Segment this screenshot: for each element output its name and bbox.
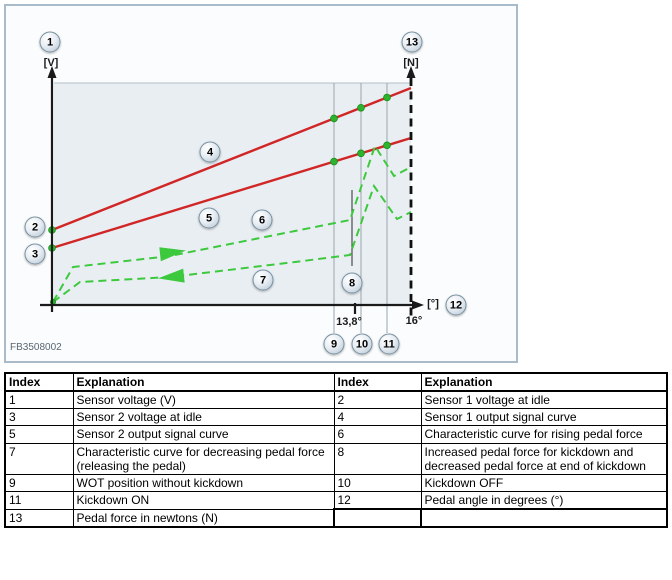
- explanation-cell: Sensor 1 voltage at idle: [420, 390, 668, 410]
- explanation-cell: Increased pedal force for kickdown and d…: [420, 442, 668, 475]
- table-row: 11 Kickdown ON 12 Pedal angle in degrees (°…: [4, 491, 668, 510]
- index-cell: 2: [333, 390, 422, 410]
- marker-dot: [330, 157, 338, 166]
- index-cell: 4: [333, 408, 422, 427]
- index-cell: 7: [4, 442, 74, 475]
- explanation-cell: Kickdown ON: [72, 491, 335, 510]
- badge-3: 3: [24, 243, 46, 265]
- index-cell: 1: [4, 390, 74, 410]
- index-cell: 13: [4, 508, 74, 528]
- legend-table: Index Explanation Index Explanation 1 Sen…: [4, 372, 668, 528]
- marker-dot: [357, 103, 365, 112]
- index-cell: [333, 508, 422, 528]
- index-header: Index: [333, 372, 422, 393]
- legend-header-row: Index Explanation Index Explanation: [4, 372, 668, 393]
- table-row: 7 Characteristic curve for decreasing ped…: [4, 442, 668, 475]
- sensor-output-curve-4: [51, 86, 412, 232]
- explanation-cell: Characteristic curve for rising pedal fo…: [420, 425, 668, 444]
- curves-layer: [48, 83, 412, 333]
- explanation-header: Explanation: [72, 372, 335, 393]
- badge-5: 5: [198, 207, 220, 229]
- table-row: 1 Sensor voltage (V) 2 Sensor 1 voltage at …: [4, 390, 668, 410]
- explanation-cell: [420, 508, 668, 528]
- x-axis-unit-label: [°]: [427, 298, 439, 310]
- index-cell: 12: [333, 491, 422, 510]
- badge-8: 8: [341, 272, 363, 294]
- table-row: 13 Pedal force in newtons (N): [4, 508, 668, 528]
- badge-12: 12: [445, 294, 467, 316]
- badge-1: 1: [39, 31, 61, 53]
- index-cell: 3: [4, 408, 74, 427]
- badge-4: 4: [199, 141, 221, 163]
- voltage-axis-arrow-icon: [47, 66, 57, 78]
- figure-id-label: FB3508002: [10, 342, 62, 353]
- table-row: 5 Sensor 2 output signal curve 6 Characteri…: [4, 425, 668, 444]
- badge-13: 13: [401, 31, 423, 53]
- marker-dot: [357, 149, 365, 158]
- marker-dot: [383, 93, 391, 102]
- explanation-cell: Sensor 1 output signal curve: [420, 408, 668, 427]
- characteristic-curves-diagram: [40, 66, 424, 333]
- badge-9: 9: [323, 333, 345, 355]
- explanation-cell: Sensor 2 voltage at idle: [72, 408, 335, 427]
- left-axis-unit-label: [V]: [43, 57, 59, 69]
- rising-force-arrow-icon: [159, 247, 186, 262]
- explanation-header: Explanation: [420, 372, 668, 393]
- index-cell: 8: [333, 442, 422, 475]
- explanation-cell: Sensor 2 output signal curve: [72, 425, 335, 444]
- pedal-angle-axis-arrow-icon: [412, 300, 424, 310]
- tick-label-16: 16°: [405, 315, 423, 327]
- table-row: 9 WOT position without kickdown 10 Kickdown…: [4, 473, 668, 493]
- pedal-force-axis-arrow-icon: [406, 66, 416, 78]
- index-cell: 11: [4, 491, 74, 510]
- sensor-output-curve-5: [51, 136, 412, 250]
- index-header: Index: [4, 372, 74, 393]
- table-row: 3 Sensor 2 voltage at idle 4 Sensor 1 outpu…: [4, 408, 668, 427]
- plot-area: [54, 83, 411, 305]
- decreasing-force-arrow-icon: [158, 268, 185, 283]
- right-axis-unit-label: [N]: [403, 57, 419, 69]
- explanation-cell: Kickdown OFF: [420, 473, 668, 493]
- index-cell: 5: [4, 425, 74, 444]
- explanation-cell: Sensor voltage (V): [72, 390, 335, 410]
- pedal-force-curve-6: [52, 143, 412, 303]
- badge-7: 7: [252, 269, 274, 291]
- badge-10: 10: [351, 333, 373, 355]
- legend-table-body: 1 Sensor voltage (V) 2 Sensor 1 voltage at …: [4, 390, 668, 528]
- pedal-force-curve-7: [52, 183, 412, 303]
- index-cell: 10: [333, 473, 422, 493]
- explanation-cell: Pedal force in newtons (N): [72, 508, 335, 528]
- index-cell: 9: [4, 473, 74, 493]
- index-cell: 6: [333, 425, 422, 444]
- explanation-cell: WOT position without kickdown: [72, 473, 335, 493]
- badge-11: 11: [378, 333, 400, 355]
- explanation-cell: Characteristic curve for decreasing peda…: [72, 442, 335, 475]
- explanation-cell: Pedal angle in degrees (°): [420, 491, 668, 510]
- marker-dot: [383, 141, 391, 150]
- marker-dot: [330, 114, 338, 123]
- badge-2: 2: [24, 216, 46, 238]
- badge-6: 6: [251, 209, 273, 231]
- tick-label-13-8: 13,8°: [336, 316, 362, 328]
